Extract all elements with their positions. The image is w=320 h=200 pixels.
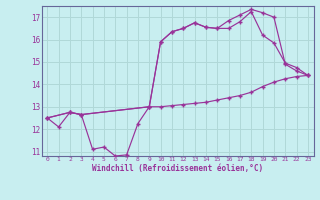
- X-axis label: Windchill (Refroidissement éolien,°C): Windchill (Refroidissement éolien,°C): [92, 164, 263, 173]
